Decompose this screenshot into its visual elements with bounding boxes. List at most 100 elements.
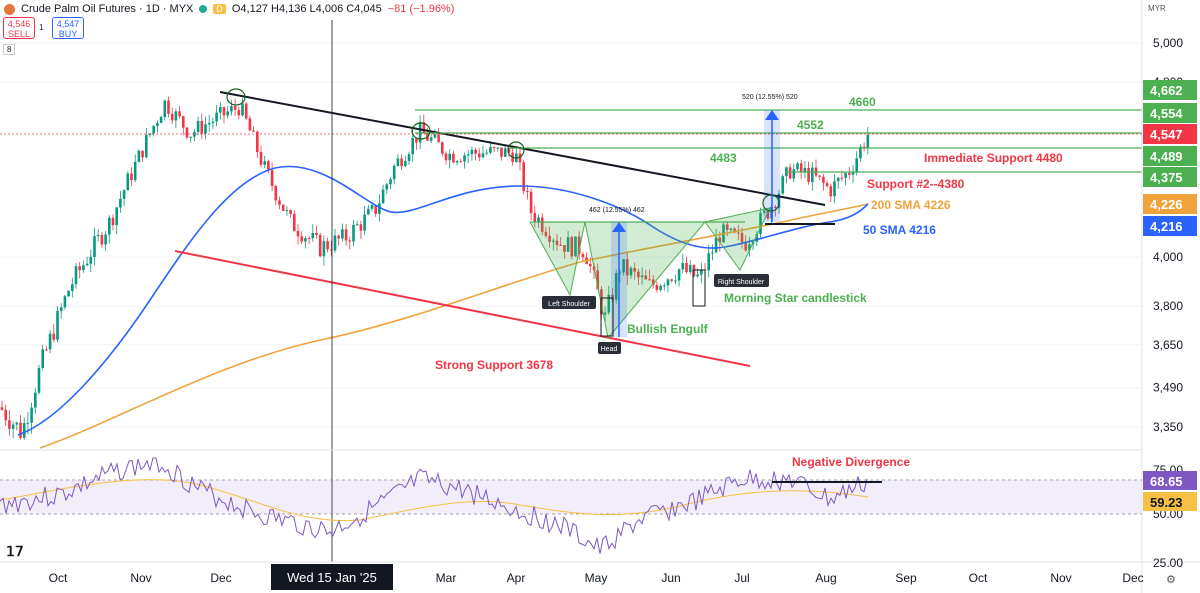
candle-body	[611, 294, 614, 300]
right-shoulder-shape	[704, 207, 771, 271]
candle-body	[159, 117, 163, 124]
annotation-sma200: 200 SMA 4226	[871, 198, 951, 212]
price-change: −81 (−1.96%)	[387, 3, 455, 15]
candle-body	[215, 112, 218, 122]
inverse-head-shoulders	[529, 221, 586, 297]
data-badge: D	[213, 4, 226, 14]
candle-body	[318, 234, 322, 257]
candle-body	[788, 167, 792, 179]
candle-body	[629, 268, 633, 276]
candle-body	[718, 237, 722, 243]
candle-body	[89, 257, 93, 264]
buy-button[interactable]: 4,547 BUY	[52, 17, 84, 39]
candle-body	[115, 207, 118, 225]
candle-body	[296, 231, 300, 237]
candle-body	[829, 186, 833, 197]
rsi-badge-2-bg	[1143, 492, 1197, 511]
rsi-band	[0, 480, 1142, 514]
candle-body	[503, 148, 507, 157]
candle-body	[392, 165, 396, 180]
time-tick-label: Nov	[1050, 571, 1071, 585]
candle-body	[544, 231, 548, 236]
candle-body	[300, 236, 303, 242]
candle-body	[552, 240, 555, 242]
sma200-line	[39, 203, 869, 449]
candle-body	[230, 106, 233, 112]
candle-body	[344, 229, 348, 241]
time-tick-label: Nov	[130, 571, 151, 585]
candle-body	[200, 121, 204, 134]
candle-body	[233, 106, 237, 110]
head-label-bg	[598, 342, 621, 354]
chart-header: Crude Palm Oil Futures · 1D · MYX D O4,1…	[0, 0, 454, 18]
candle-body	[311, 233, 315, 239]
candle-body	[659, 285, 662, 291]
candle-body	[444, 153, 448, 161]
candle-body	[452, 153, 455, 163]
candle-body	[844, 172, 847, 178]
price-tick-label: 3,350	[1153, 420, 1183, 434]
candle-body	[133, 162, 137, 181]
price-tick-label: 3,650	[1153, 338, 1183, 352]
candle-body	[78, 266, 81, 271]
candle-body	[781, 176, 784, 194]
candle-body	[82, 265, 85, 271]
candle-body	[156, 123, 159, 126]
crosshair-date: Wed 15 Jan '25	[287, 570, 377, 585]
candle-body	[725, 224, 729, 230]
time-tick-label: Dec	[210, 571, 231, 585]
gridlines	[0, 42, 1142, 428]
candle-body	[285, 210, 289, 212]
sell-button[interactable]: 4,546 SELL	[3, 17, 35, 39]
candle-body	[204, 124, 207, 134]
candle-body	[337, 235, 340, 239]
candle-body	[674, 280, 677, 282]
candle-body	[681, 262, 685, 270]
price-badge: 4,547	[1150, 127, 1183, 142]
price-badge-bg	[1143, 194, 1197, 214]
candle-body	[481, 153, 485, 158]
candle-body	[67, 290, 70, 297]
candle-body	[152, 125, 155, 134]
candle-body	[836, 177, 840, 182]
candle-body	[381, 189, 385, 204]
candle-body	[34, 392, 37, 408]
candle-body	[407, 154, 411, 161]
candle-body	[307, 238, 311, 240]
candle-body	[522, 162, 525, 192]
candle-body	[855, 158, 858, 172]
candle-body	[341, 229, 344, 239]
candle-body	[744, 242, 747, 251]
annotation-negative-divergence: Negative Divergence	[792, 455, 910, 469]
settings-gear-icon[interactable]: ⚙	[1166, 574, 1176, 586]
candle-body	[651, 279, 655, 286]
candle-body	[563, 245, 566, 252]
candle-body	[126, 173, 130, 191]
candle-body	[555, 240, 559, 245]
price-badge: 4,554	[1150, 106, 1183, 121]
candle-body	[415, 137, 418, 143]
left-shoulder-label: Left Shoulder	[548, 301, 590, 308]
candle-body	[655, 285, 659, 291]
candle-body	[19, 422, 22, 438]
candle-body	[637, 271, 640, 278]
candle-body	[799, 163, 803, 173]
candle-body	[603, 312, 607, 315]
candle-body	[193, 131, 196, 137]
price-badge: 4,662	[1150, 83, 1183, 98]
candle-body	[581, 254, 585, 258]
candle-body	[570, 237, 574, 257]
indicator-count[interactable]: 8	[3, 44, 16, 55]
annotation-strong-support: Strong Support 3678	[435, 358, 553, 372]
rsi-badge-1: 68.65	[1150, 474, 1183, 489]
price-tick-label: 3,800	[1153, 299, 1183, 313]
candle-body	[807, 168, 810, 183]
candle-body	[478, 153, 481, 158]
crosshair-date-bg	[271, 564, 393, 590]
symbol-title[interactable]: Crude Palm Oil Futures · 1D · MYX	[21, 3, 194, 15]
candle-body	[185, 127, 189, 138]
candle-body	[492, 147, 496, 149]
measure-arrowhead-2	[765, 110, 779, 120]
price-badge-bg	[1143, 216, 1197, 236]
